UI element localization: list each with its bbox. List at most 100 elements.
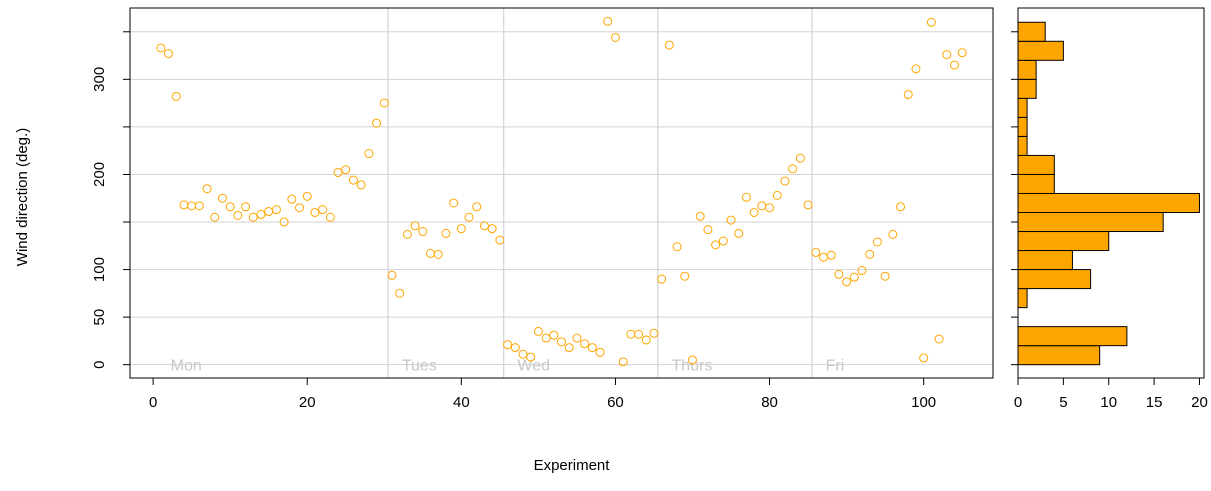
data-point (711, 240, 721, 250)
data-point (202, 184, 212, 194)
x-tick-label: 80 (761, 394, 778, 411)
data-point (911, 64, 921, 74)
histogram-bar (1017, 135, 1028, 156)
data-point (587, 343, 597, 353)
data-point (765, 203, 775, 213)
histogram-bar (1017, 78, 1037, 99)
data-point (194, 201, 204, 211)
histogram-bar (1017, 326, 1128, 347)
data-point (464, 212, 474, 222)
data-point (418, 227, 428, 237)
data-point (302, 191, 312, 201)
data-point (433, 249, 443, 259)
data-point (603, 16, 613, 26)
data-point (395, 288, 405, 298)
data-point (164, 49, 174, 59)
data-point (880, 271, 890, 281)
data-point (626, 329, 636, 339)
data-point (225, 202, 235, 212)
histogram-bar (1017, 116, 1028, 137)
main-x-axis: 0 20 40 60 80 100 (149, 378, 936, 411)
data-point (772, 190, 782, 200)
data-point (595, 347, 605, 357)
y-tick-label: 0 (91, 361, 108, 369)
histogram-bar (1017, 192, 1200, 213)
data-point (526, 352, 536, 362)
data-point (156, 43, 166, 53)
day-label: Tues (402, 358, 437, 375)
main-y-axis: 0 50 100 200 300 (91, 31, 130, 369)
histogram-bars (1017, 21, 1200, 366)
data-point (557, 337, 566, 347)
data-point (741, 192, 751, 202)
data-point (849, 272, 859, 282)
scatter-points (156, 16, 967, 367)
data-point (803, 200, 813, 210)
data-point (664, 40, 674, 50)
day-label: Mon (171, 358, 202, 375)
data-point (726, 215, 736, 225)
histogram-bar (1017, 173, 1055, 194)
data-point (788, 164, 798, 174)
data-point (926, 17, 936, 27)
data-point (510, 343, 520, 353)
data-point (310, 207, 320, 217)
data-point (618, 357, 628, 367)
data-point (672, 242, 682, 252)
data-point (341, 165, 351, 175)
data-point (795, 153, 805, 163)
data-point (518, 349, 528, 359)
data-point (487, 224, 497, 234)
day-dividers (387, 8, 813, 378)
data-point (233, 210, 243, 220)
histogram-bar (1017, 21, 1046, 42)
data-point (957, 48, 967, 58)
data-point (179, 200, 189, 210)
data-point (279, 217, 289, 227)
main-plot-frame (129, 7, 994, 379)
data-point (441, 228, 451, 238)
x-tick-label: 40 (453, 394, 470, 411)
main-plot-grid (130, 31, 993, 366)
data-point (287, 194, 297, 204)
y-tick-label: 100 (91, 257, 108, 282)
histogram-x-tick-label: 10 (1100, 394, 1117, 411)
data-point (449, 198, 459, 208)
y-tick-label: 200 (91, 162, 108, 187)
histogram-bar (1017, 40, 1064, 61)
histogram-bar (1017, 231, 1110, 252)
data-point (572, 333, 582, 343)
day-labels: Mon Tues Wed Thurs Fri (171, 358, 845, 375)
data-point (325, 212, 335, 222)
data-point (356, 180, 366, 190)
data-point (372, 118, 382, 128)
histogram-x-tick-label: 15 (1146, 394, 1163, 411)
histogram-bar (1017, 288, 1028, 309)
data-point (333, 168, 343, 178)
histogram-x-tick-label: 20 (1191, 394, 1208, 411)
data-point (865, 249, 875, 259)
data-point (533, 326, 543, 336)
histogram-x-tick-label: 0 (1014, 394, 1022, 411)
data-point (495, 235, 505, 245)
data-point (687, 355, 697, 365)
data-point (934, 334, 944, 344)
y-axis-label: Wind direction (deg.) (14, 128, 31, 266)
data-point (248, 212, 258, 222)
data-point (649, 328, 659, 338)
histogram-x-axis: 0 5 10 15 20 (1011, 31, 1208, 411)
data-point (318, 205, 328, 215)
x-tick-label: 60 (607, 394, 624, 411)
data-point (256, 209, 266, 219)
data-point (842, 277, 852, 287)
data-point (549, 330, 559, 340)
x-tick-label: 100 (911, 394, 936, 411)
data-point (379, 98, 389, 108)
data-point (657, 274, 667, 284)
day-label: Wed (517, 358, 550, 375)
histogram-x-tick-label: 5 (1059, 394, 1067, 411)
data-point (564, 343, 574, 353)
data-point (903, 90, 913, 100)
data-point (387, 270, 397, 280)
